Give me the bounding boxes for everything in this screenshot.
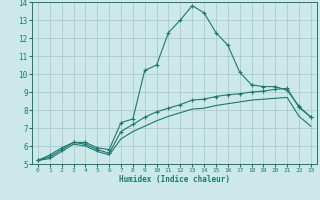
X-axis label: Humidex (Indice chaleur): Humidex (Indice chaleur) — [119, 175, 230, 184]
